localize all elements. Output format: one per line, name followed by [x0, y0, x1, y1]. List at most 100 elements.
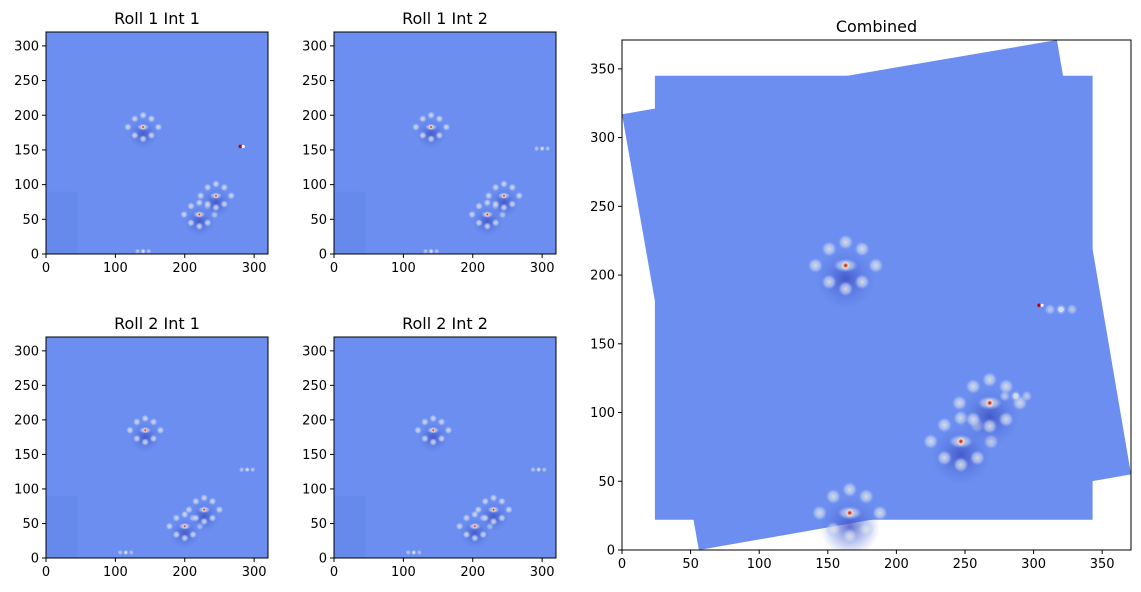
- hot-pixel: [1037, 303, 1041, 308]
- detector-image: [46, 32, 268, 254]
- x-tick-label: 0: [42, 261, 50, 276]
- panel-2: 0 100 200 300 0 50 100 150 200 250 300 Roll 1 Int 2: [302, 9, 557, 276]
- x-tick-label: 100: [747, 557, 772, 572]
- axes-frame: [333, 31, 557, 255]
- source-peak: [428, 124, 434, 130]
- source-faint: [141, 249, 145, 253]
- y-tick-label: 250: [302, 74, 327, 89]
- y-tick-label: 50: [598, 475, 615, 490]
- y-tick-label: 0: [31, 552, 39, 567]
- source-peak: [484, 212, 490, 217]
- y-tick-label: 50: [22, 213, 39, 228]
- panel-1: 0 100 200 300 0 50 100 150 200 250 300 Roll 1 Int 1: [14, 9, 269, 276]
- source-peak: [213, 193, 219, 199]
- source-peak: [142, 427, 148, 433]
- x-tick-label: 200: [172, 261, 197, 276]
- y-tick-label: 250: [14, 74, 39, 89]
- y-tick-label: 0: [319, 552, 327, 567]
- x-tick-label: 100: [391, 261, 416, 276]
- y-tick-label: 150: [302, 448, 327, 463]
- source-faint: [245, 468, 249, 471]
- image-area: [46, 337, 268, 558]
- x-tick-label: 100: [391, 565, 416, 580]
- panel-title: Roll 1 Int 1: [114, 9, 200, 28]
- y-tick-label: 300: [14, 344, 39, 359]
- panel-3: 0 100 200 300 0 50 100 150 200 250 300 Roll 2 Int 1: [14, 314, 269, 580]
- y-tick-label: 250: [14, 379, 39, 394]
- y-tick-label: 200: [302, 109, 327, 124]
- source-peak: [196, 212, 202, 217]
- y-tick-label: 300: [302, 344, 327, 359]
- image-area: [334, 32, 556, 254]
- x-tick-label: 300: [1021, 557, 1046, 572]
- source-faint: [412, 551, 416, 554]
- y-tick-label: 0: [319, 248, 327, 263]
- x-tick-label: 0: [330, 261, 338, 276]
- source-peak: [985, 398, 995, 408]
- axes-frame: [621, 39, 1132, 551]
- source-peak: [182, 523, 188, 529]
- panel-title: Roll 1 Int 2: [402, 9, 488, 28]
- x-tick-label: 100: [103, 261, 128, 276]
- source-faint: [1058, 306, 1064, 313]
- panels-container: 0 100 200 300 0 50 100 150 200 250 300 Roll 1 Int 1…: [14, 9, 1132, 580]
- source-faint: [124, 551, 128, 554]
- x-tick-label: 300: [530, 261, 555, 276]
- source-faint: [540, 147, 544, 150]
- x-tick-label: 0: [618, 557, 626, 572]
- detector-image: [334, 337, 556, 558]
- y-tick-label: 350: [590, 62, 615, 77]
- x-tick-label: 50: [682, 557, 699, 572]
- y-tick-label: 100: [302, 482, 327, 497]
- source-peak: [430, 427, 436, 433]
- hot-pixel: [238, 144, 243, 149]
- y-tick-label: 200: [590, 269, 615, 284]
- y-tick-label: 250: [302, 379, 327, 394]
- y-tick-label: 250: [590, 200, 615, 215]
- detector-image: [334, 32, 556, 254]
- source-faint: [429, 249, 433, 253]
- panel-title: Roll 2 Int 2: [402, 314, 488, 333]
- source-peak: [201, 507, 207, 513]
- y-tick-label: 50: [22, 517, 39, 532]
- source-peak: [956, 437, 966, 446]
- y-tick-label: 300: [302, 39, 327, 54]
- y-tick-label: 0: [31, 248, 39, 263]
- y-tick-label: 0: [607, 544, 615, 559]
- x-tick-label: 150: [815, 557, 840, 572]
- panel-title: Roll 2 Int 1: [114, 314, 200, 333]
- image-area: [334, 337, 556, 558]
- x-tick-label: 350: [1090, 557, 1115, 572]
- image-area: [46, 32, 268, 254]
- y-tick-label: 200: [302, 413, 327, 428]
- y-tick-label: 50: [310, 517, 327, 532]
- y-tick-label: 150: [590, 337, 615, 352]
- y-tick-label: 100: [590, 406, 615, 421]
- x-tick-label: 200: [460, 261, 485, 276]
- y-tick-label: 100: [14, 482, 39, 497]
- source-peak: [472, 523, 478, 529]
- detector-footprint: [622, 40, 1131, 550]
- x-tick-label: 200: [172, 565, 197, 580]
- y-tick-label: 150: [302, 143, 327, 158]
- panel-title: Combined: [836, 17, 917, 36]
- x-tick-label: 200: [460, 565, 485, 580]
- x-tick-label: 0: [42, 565, 50, 580]
- y-tick-label: 200: [14, 109, 39, 124]
- panel-4: 0 100 200 300 0 50 100 150 200 250 300 Roll 2 Int 2: [302, 314, 557, 580]
- source-faint: [537, 468, 541, 471]
- axes-frame: [333, 336, 557, 559]
- source-faint: [1013, 393, 1019, 399]
- y-tick-label: 50: [310, 213, 327, 228]
- x-tick-label: 100: [103, 565, 128, 580]
- x-tick-label: 250: [953, 557, 978, 572]
- source-peak: [845, 508, 855, 518]
- y-tick-label: 150: [14, 448, 39, 463]
- y-tick-label: 300: [590, 131, 615, 146]
- detector-image: [46, 337, 268, 558]
- y-tick-label: 300: [14, 39, 39, 54]
- x-tick-label: 300: [242, 261, 267, 276]
- image-area: [622, 40, 1131, 550]
- x-tick-label: 300: [242, 565, 267, 580]
